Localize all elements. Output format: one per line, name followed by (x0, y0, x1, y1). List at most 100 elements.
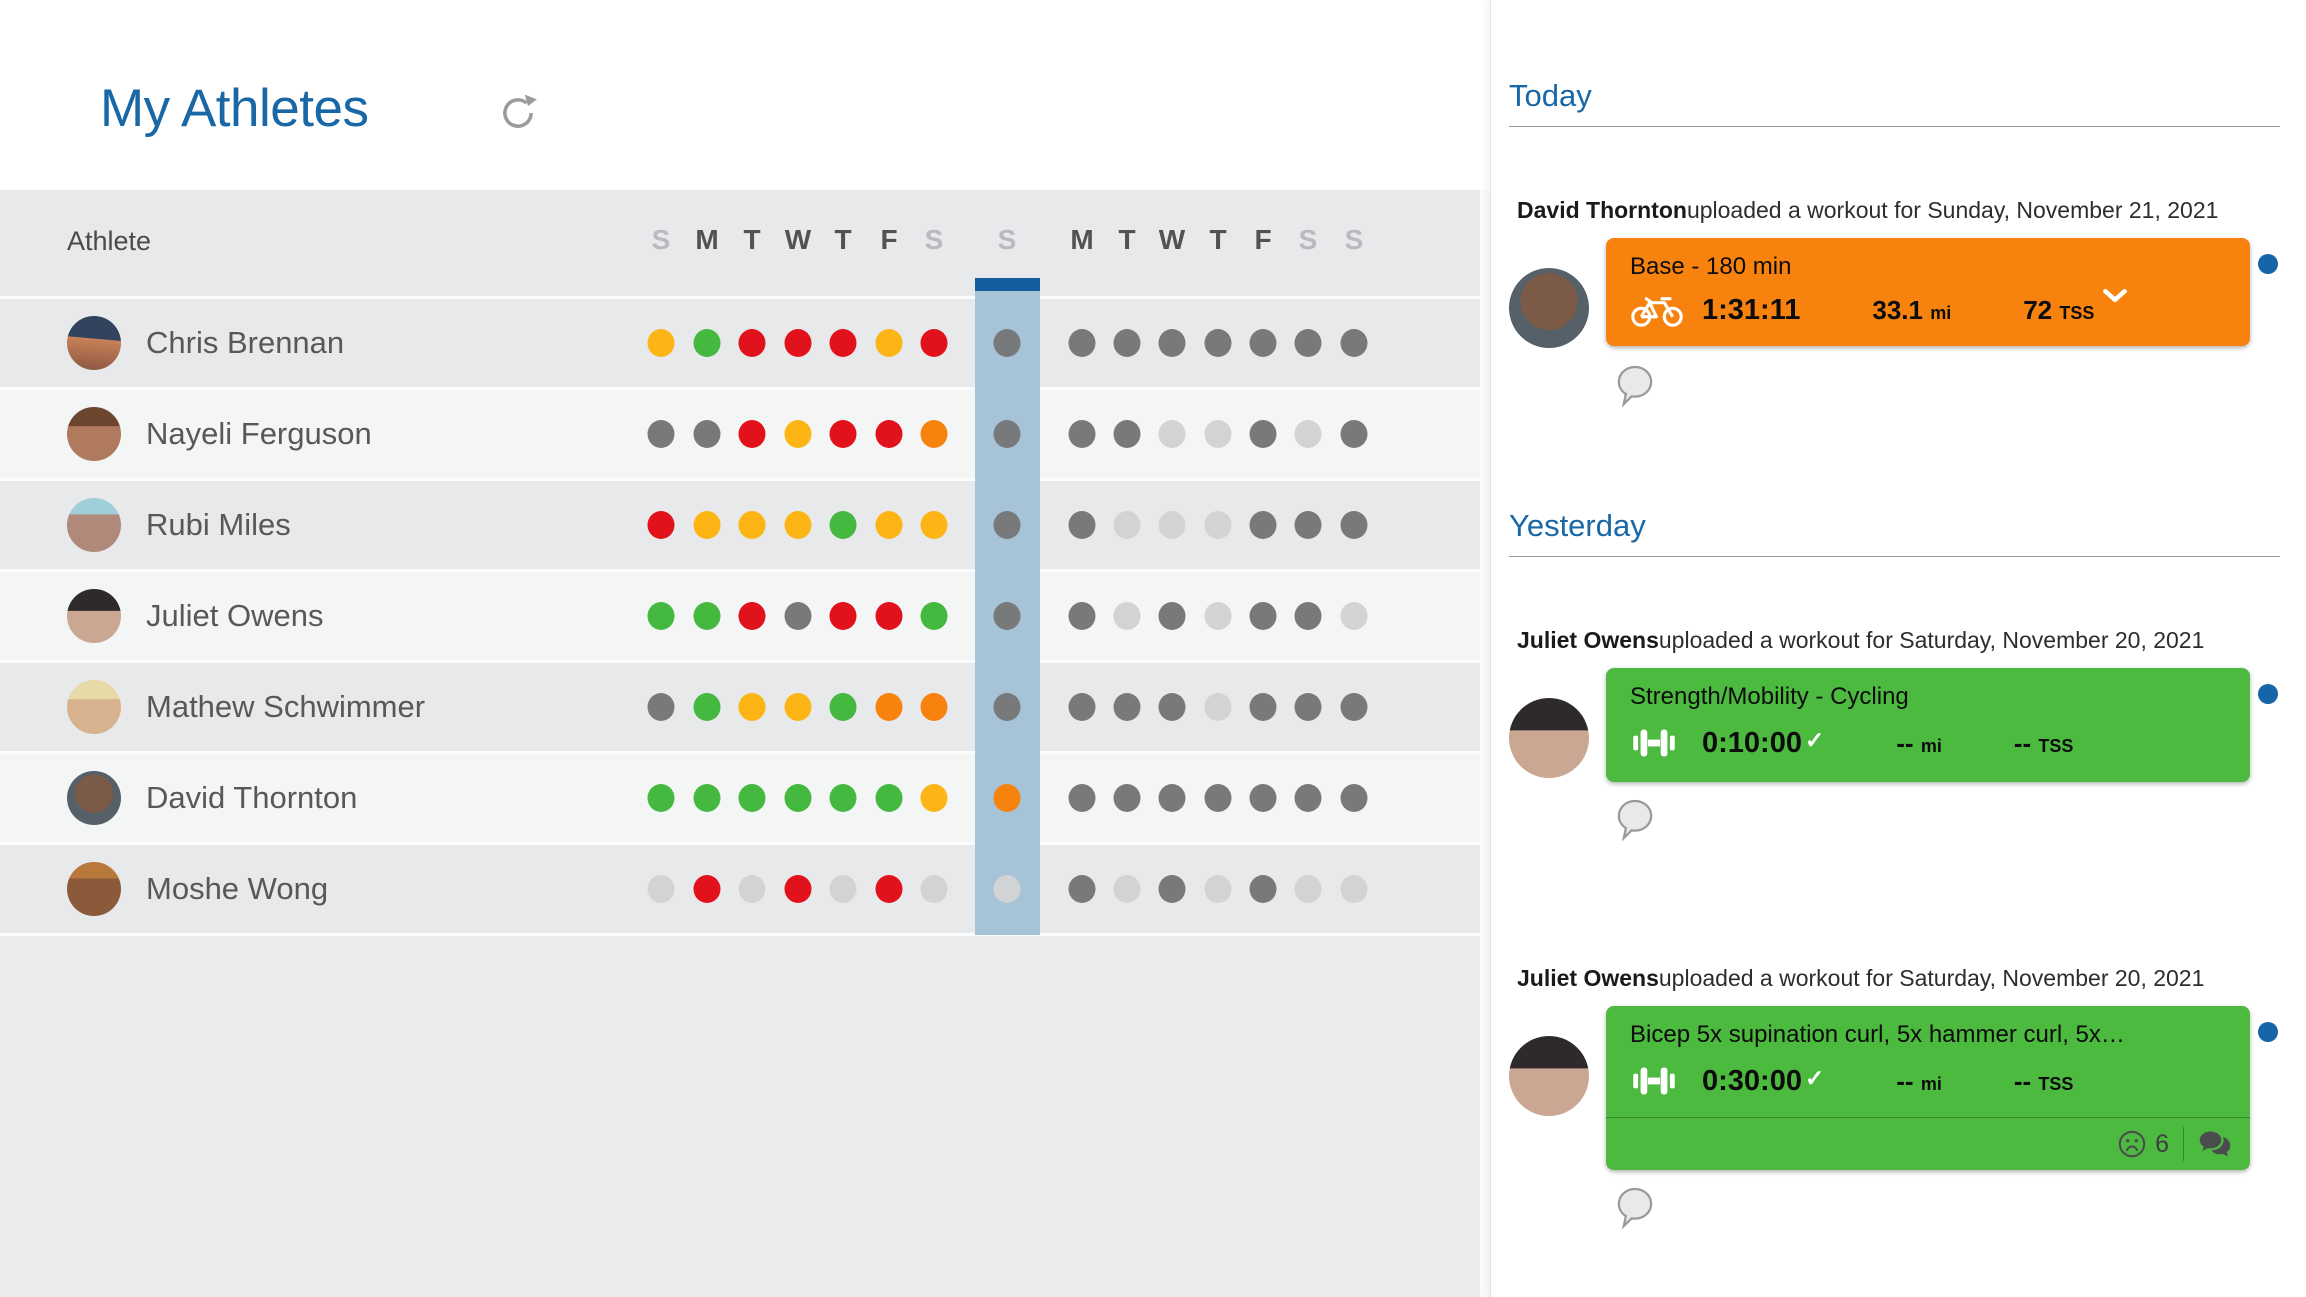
compliance-dot[interactable] (738, 511, 766, 539)
compliance-dot[interactable] (1340, 511, 1368, 539)
compliance-dot[interactable] (693, 875, 721, 903)
athlete-row[interactable]: Juliet Owens (0, 572, 1480, 663)
compliance-dot[interactable] (875, 420, 903, 448)
compliance-dot[interactable] (1249, 511, 1277, 539)
compliance-dot[interactable] (1113, 602, 1141, 630)
compliance-dot[interactable] (1249, 329, 1277, 357)
compliance-dot[interactable] (920, 875, 948, 903)
compliance-dot[interactable] (920, 420, 948, 448)
compliance-dot[interactable] (1204, 693, 1232, 721)
compliance-dot[interactable] (875, 329, 903, 357)
compliance-dot[interactable] (784, 693, 812, 721)
compliance-dot[interactable] (1158, 602, 1186, 630)
athlete-row[interactable]: Nayeli Ferguson (0, 390, 1480, 481)
compliance-dot[interactable] (1249, 420, 1277, 448)
compliance-dot[interactable] (693, 329, 721, 357)
compliance-dot[interactable] (829, 693, 857, 721)
compliance-dot[interactable] (647, 784, 675, 812)
compliance-dot[interactable] (920, 693, 948, 721)
compliance-dot[interactable] (647, 693, 675, 721)
compliance-dot[interactable] (1113, 875, 1141, 903)
compliance-dot[interactable] (1068, 693, 1096, 721)
compliance-dot[interactable] (693, 420, 721, 448)
compliance-dot[interactable] (1340, 875, 1368, 903)
compliance-dot[interactable] (829, 784, 857, 812)
compliance-dot[interactable] (993, 875, 1021, 903)
compliance-dot[interactable] (647, 420, 675, 448)
compliance-dot[interactable] (647, 329, 675, 357)
compliance-dot[interactable] (784, 602, 812, 630)
chat-icon[interactable] (2198, 1129, 2232, 1159)
compliance-dot[interactable] (1294, 693, 1322, 721)
compliance-dot[interactable] (1249, 784, 1277, 812)
compliance-dot[interactable] (993, 784, 1021, 812)
chevron-down-icon[interactable] (2102, 288, 2128, 303)
compliance-dot[interactable] (1068, 420, 1096, 448)
compliance-dot[interactable] (1294, 784, 1322, 812)
refresh-icon[interactable] (496, 92, 540, 136)
compliance-dot[interactable] (1068, 602, 1096, 630)
compliance-dot[interactable] (738, 420, 766, 448)
compliance-dot[interactable] (993, 511, 1021, 539)
compliance-dot[interactable] (1340, 693, 1368, 721)
workout-card[interactable]: Base - 180 min 1:31:11 33.1 mi 72 TSS (1606, 238, 2250, 346)
athlete-row[interactable]: Chris Brennan (0, 299, 1480, 390)
compliance-dot[interactable] (875, 602, 903, 630)
compliance-dot[interactable] (1340, 602, 1368, 630)
compliance-dot[interactable] (829, 511, 857, 539)
athlete-row[interactable]: Rubi Miles (0, 481, 1480, 572)
compliance-dot[interactable] (1158, 511, 1186, 539)
compliance-dot[interactable] (875, 693, 903, 721)
compliance-dot[interactable] (647, 875, 675, 903)
compliance-dot[interactable] (1340, 420, 1368, 448)
comment-bubble-icon[interactable] (1616, 1186, 1654, 1233)
compliance-dot[interactable] (1294, 875, 1322, 903)
workout-card[interactable]: Strength/Mobility - Cycling 0:10:00 ✓ -- mi… (1606, 668, 2250, 782)
compliance-dot[interactable] (1068, 511, 1096, 539)
compliance-dot[interactable] (875, 784, 903, 812)
compliance-dot[interactable] (693, 511, 721, 539)
comment-bubble-icon[interactable] (1616, 798, 1654, 845)
compliance-dot[interactable] (875, 875, 903, 903)
compliance-dot[interactable] (1158, 420, 1186, 448)
compliance-dot[interactable] (1204, 602, 1232, 630)
compliance-dot[interactable] (693, 693, 721, 721)
compliance-dot[interactable] (1113, 420, 1141, 448)
compliance-dot[interactable] (693, 784, 721, 812)
compliance-dot[interactable] (784, 511, 812, 539)
compliance-dot[interactable] (738, 602, 766, 630)
compliance-dot[interactable] (1340, 329, 1368, 357)
compliance-dot[interactable] (784, 420, 812, 448)
compliance-dot[interactable] (1294, 329, 1322, 357)
compliance-dot[interactable] (920, 784, 948, 812)
compliance-dot[interactable] (829, 420, 857, 448)
compliance-dot[interactable] (875, 511, 903, 539)
compliance-dot[interactable] (829, 329, 857, 357)
athlete-row[interactable]: Mathew Schwimmer (0, 663, 1480, 754)
expand-chevron[interactable] (2102, 288, 2128, 308)
compliance-dot[interactable] (993, 420, 1021, 448)
compliance-dot[interactable] (647, 511, 675, 539)
compliance-dot[interactable] (1113, 511, 1141, 539)
compliance-dot[interactable] (1340, 784, 1368, 812)
compliance-dot[interactable] (1249, 875, 1277, 903)
compliance-dot[interactable] (1113, 329, 1141, 357)
compliance-dot[interactable] (920, 602, 948, 630)
comment-bubble-icon[interactable] (1616, 364, 1654, 411)
compliance-dot[interactable] (1158, 693, 1186, 721)
compliance-dot[interactable] (993, 329, 1021, 357)
compliance-dot[interactable] (784, 875, 812, 903)
compliance-dot[interactable] (1068, 784, 1096, 812)
compliance-dot[interactable] (1204, 329, 1232, 357)
compliance-dot[interactable] (738, 693, 766, 721)
compliance-dot[interactable] (1113, 784, 1141, 812)
compliance-dot[interactable] (1294, 602, 1322, 630)
compliance-dot[interactable] (1204, 511, 1232, 539)
compliance-dot[interactable] (1068, 875, 1096, 903)
compliance-dot[interactable] (1204, 875, 1232, 903)
compliance-dot[interactable] (784, 329, 812, 357)
compliance-dot[interactable] (1294, 511, 1322, 539)
compliance-dot[interactable] (738, 784, 766, 812)
compliance-dot[interactable] (993, 602, 1021, 630)
compliance-dot[interactable] (647, 602, 675, 630)
